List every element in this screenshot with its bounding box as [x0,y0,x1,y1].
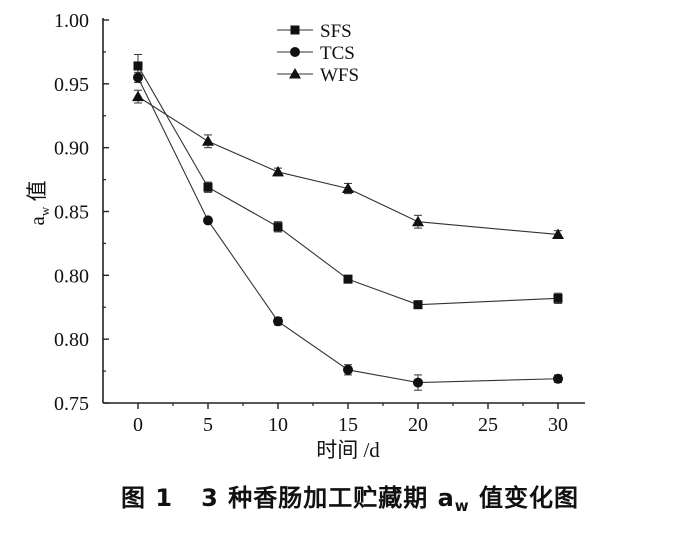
legend-label-wfs: WFS [320,65,359,86]
caption-suffix: 值变化图 [469,484,579,512]
marker-circle [273,316,283,327]
marker-triangle [552,228,564,239]
x-tick-label: 30 [548,414,568,436]
marker-square [290,25,300,35]
marker-circle [203,215,213,226]
series-tcs [133,71,563,391]
marker-circle [133,72,143,83]
x-axis-label: 时间 /d [316,438,380,462]
marker-triangle [342,182,354,194]
marker-circle [343,364,353,375]
caption-main: 3 种香肠加工贮藏期 a [201,484,455,512]
x-tick-label: 20 [408,414,428,436]
x-tick-label: 10 [268,414,288,436]
y-tick-label: 0.75 [54,393,89,415]
marker-square [203,182,213,192]
series-layer [132,53,564,391]
series-line [137,65,559,306]
marker-triangle [132,90,144,102]
y-axis-label-main: a [25,215,49,225]
marker-square [133,61,143,71]
y-axis-label-suffix: 值 [25,181,49,207]
series-sfs [133,53,563,310]
x-tick-label: 5 [203,414,213,436]
marker-square [413,300,423,310]
caption-sub: w [454,497,470,515]
y-tick-label: 0.95 [54,74,89,96]
marker-triangle [202,135,214,146]
marker-square [273,222,283,232]
caption-prefix: 图 1 [121,484,174,512]
y-tick-label: 0.80 [54,265,89,287]
marker-triangle [412,215,424,227]
marker-square [343,274,353,284]
chart-area: 1.00 0.95 0.90 0.85 0.80 0.80 0.75 0 5 10 15 20 25 30… [25,10,585,462]
marker-square [553,293,563,303]
y-axis-label: aw 值 [25,181,52,226]
y-tick-label: 1.00 [54,10,89,32]
series-line [137,96,559,236]
y-tick-label: 0.80 [54,329,89,351]
marker-circle [553,373,563,384]
y-tick-label: 0.90 [54,138,89,160]
marker-circle [290,47,300,57]
x-tick-label: 0 [133,414,143,436]
marker-triangle [289,68,301,79]
ticks: 1.00 0.95 0.90 0.85 0.80 0.80 0.75 0 5 10 15 20 25 30 [54,10,568,436]
series-wfs [132,89,564,239]
legend-label-sfs: SFS [320,21,352,42]
series-line [137,77,559,384]
marker-triangle [272,165,284,177]
legend-label-tcs: TCS [320,43,355,64]
x-tick-label: 15 [338,414,358,436]
figure-caption: 图 1 3 种香肠加工贮藏期 aw 值变化图 [0,478,700,515]
y-axis-label-sub: w [37,206,52,216]
marker-circle [413,377,423,388]
x-tick-label: 25 [478,414,498,436]
y-tick-label: 0.85 [54,202,89,224]
